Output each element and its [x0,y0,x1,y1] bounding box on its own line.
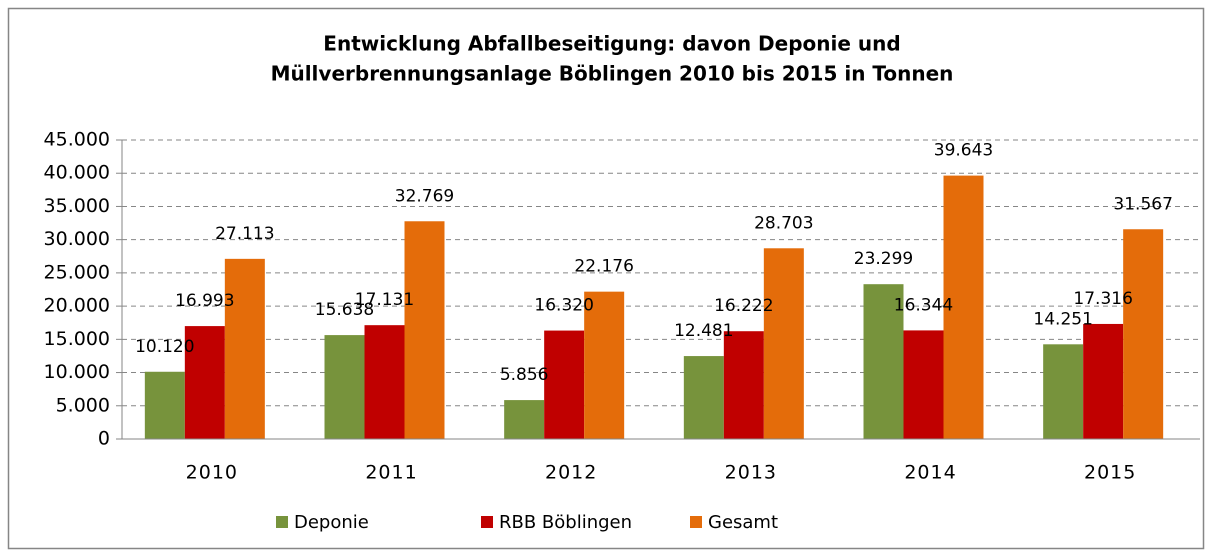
data-label: 22.176 [574,257,633,277]
bar [1043,344,1084,439]
data-label: 28.703 [754,213,813,233]
legend-swatch [690,516,702,528]
bar [584,291,625,439]
bar [1123,229,1164,439]
data-label: 10.120 [135,337,194,357]
x-tick-label: 2014 [904,462,956,484]
y-tick-label: 35.000 [44,195,110,217]
bar [1083,323,1124,439]
data-label: 16.993 [175,291,234,311]
data-label: 16.222 [714,296,773,316]
x-tick-label: 2015 [1084,462,1136,484]
legend-swatch [481,516,493,528]
data-label: 27.113 [215,224,274,244]
bar [683,356,724,439]
y-tick-label: 20.000 [44,295,110,317]
data-label: 17.316 [1073,289,1132,309]
data-label: 15.638 [315,300,374,320]
y-tick-label: 15.000 [44,328,110,350]
y-tick-label: 30.000 [44,228,110,250]
y-tick-label: 40.000 [44,162,110,184]
bar [544,330,585,439]
bar [224,258,265,439]
data-label: 16.320 [534,296,593,316]
y-tick-label: 25.000 [44,261,110,283]
legend-label: Deponie [294,512,369,533]
bar [364,325,405,439]
bar [404,221,445,439]
y-tick-label: 5.000 [56,394,110,416]
legend-swatch [276,516,288,528]
legend-label: RBB Böblingen [499,512,632,533]
bar [863,284,904,439]
bar [903,330,944,439]
x-tick-label: 2013 [725,462,777,484]
bar [763,248,804,439]
data-label: 23.299 [854,249,913,269]
chart-title: Müllverbrennungsanlage Böblingen 2010 bi… [271,62,954,86]
bar [324,335,365,439]
data-label: 12.481 [674,321,733,341]
y-tick-label: 45.000 [44,129,110,151]
data-label: 17.131 [355,290,414,310]
x-tick-label: 2011 [365,462,417,484]
y-tick-label: 10.000 [44,361,110,383]
data-label: 5.856 [500,365,549,385]
y-tick-label: 0 [98,428,110,450]
x-tick-label: 2012 [545,462,597,484]
x-tick-label: 2010 [186,462,238,484]
bar [723,331,764,439]
bar [184,326,225,439]
bar [144,371,185,439]
legend-label: Gesamt [708,512,778,533]
data-label: 14.251 [1033,309,1092,329]
chart-border [7,7,1205,550]
data-label: 16.344 [894,295,953,315]
bar [943,175,984,439]
chart-title: Entwicklung Abfallbeseitigung: davon Dep… [323,32,900,56]
data-label: 39.643 [934,141,993,161]
bar [504,400,545,439]
data-label: 31.567 [1113,194,1172,214]
data-label: 32.769 [395,186,454,206]
